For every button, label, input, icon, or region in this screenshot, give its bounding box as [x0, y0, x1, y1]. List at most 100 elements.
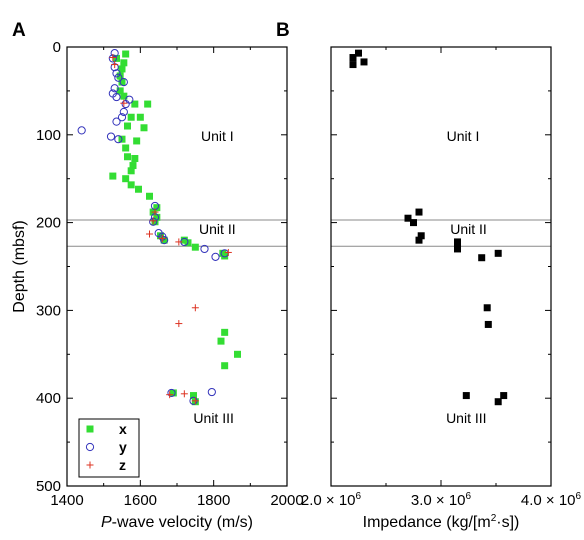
data-point-x	[136, 113, 144, 121]
x-tick-label: 3.0 × 106	[411, 491, 472, 509]
impedance-letter: B	[276, 20, 290, 41]
x-axis-title: P-wave velocity (m/s)	[101, 514, 253, 531]
data-point-x	[191, 243, 199, 251]
x-axis-title-rest: -wave velocity (m/s)	[112, 514, 253, 531]
x-tick-exponent: 6	[466, 491, 472, 502]
data-point-x	[122, 175, 130, 183]
data-point-impedance	[462, 392, 470, 400]
data-point-y	[211, 252, 220, 261]
plot-frame	[330, 46, 552, 487]
data-point-y	[117, 113, 127, 122]
data-point-x	[127, 181, 135, 189]
data-point-x	[221, 328, 229, 336]
data-point-y	[160, 236, 169, 245]
data-point-y	[112, 117, 121, 126]
data-point-x	[120, 59, 128, 67]
data-point-x	[118, 78, 126, 86]
data-point-x	[129, 162, 137, 170]
y-tick-label: 200	[36, 215, 61, 232]
data-point-x	[109, 172, 117, 180]
data-point-impedance	[349, 61, 357, 69]
data-point-impedance	[417, 232, 425, 240]
x-tick-label: 1400	[50, 492, 83, 509]
data-point-x	[127, 113, 135, 121]
y-tick-label: 0	[53, 39, 61, 56]
data-point-y	[110, 84, 119, 93]
data-point-z	[180, 390, 188, 398]
data-point-x	[135, 185, 142, 193]
data-point-x	[124, 153, 131, 161]
unit-label: Unit III	[193, 410, 233, 426]
data-point-impedance	[415, 236, 423, 244]
legend-marker-x	[86, 425, 94, 433]
data-point-x	[133, 137, 141, 145]
data-point-z	[109, 54, 117, 62]
data-point-z	[175, 238, 183, 246]
data-point-y	[119, 78, 128, 87]
data-point-impedance	[484, 320, 492, 328]
data-point-impedance	[494, 249, 502, 257]
data-point-z	[175, 320, 183, 328]
data-point-z	[120, 99, 128, 107]
x-tick-label: 2000	[270, 492, 303, 509]
data-point-x	[127, 167, 135, 175]
data-point-impedance	[355, 49, 362, 57]
data-point-impedance	[410, 219, 417, 227]
data-point-y	[106, 132, 116, 141]
data-point-y	[200, 244, 209, 254]
x-tick-exponent: 6	[576, 491, 582, 502]
data-point-x	[118, 65, 126, 73]
x-tick-mantissa: 4.0 × 10	[521, 492, 576, 509]
data-point-y	[207, 387, 216, 397]
data-point-x	[221, 252, 229, 260]
x-tick-label: 2.0 × 106	[301, 491, 362, 509]
y-axis-title: Depth (mbsf)	[11, 220, 28, 312]
unit-label: Unit II	[199, 221, 236, 237]
legend-label-x: x	[119, 421, 127, 437]
legend-label-z: z	[119, 457, 126, 473]
data-point-impedance	[415, 208, 423, 216]
x-axis-title-sup: 2	[491, 513, 497, 524]
data-point-impedance	[360, 58, 368, 66]
data-point-y	[112, 92, 121, 102]
data-point-y	[114, 73, 123, 82]
data-point-z	[166, 391, 174, 399]
data-point-x	[190, 392, 197, 400]
data-point-x	[124, 122, 131, 130]
x-axis-title-tail: ·s])	[496, 514, 519, 531]
data-point-y	[77, 126, 86, 135]
data-point-z	[191, 397, 199, 405]
data-point-impedance	[483, 304, 491, 312]
y-tick-label: 300	[36, 302, 61, 319]
data-point-y	[110, 49, 119, 58]
y-tick-label: 500	[36, 478, 61, 495]
x-tick-mantissa: 2.0 × 10	[301, 492, 356, 509]
data-point-z	[158, 234, 166, 242]
data-point-x	[180, 236, 188, 244]
data-point-x	[153, 204, 161, 212]
x-tick-label: 1600	[124, 492, 157, 509]
unit-label: Unit II	[450, 221, 487, 237]
data-point-y	[121, 99, 130, 109]
data-point-y	[167, 388, 176, 398]
data-point-z	[151, 208, 159, 216]
x-tick-mantissa: 3.0 × 10	[411, 492, 466, 509]
series-z	[109, 54, 232, 405]
data-point-impedance	[454, 238, 461, 246]
data-point-y	[125, 95, 134, 104]
x-tick-label: 1800	[197, 492, 230, 509]
data-point-x	[146, 192, 153, 200]
data-point-y	[112, 69, 121, 78]
data-point-y	[114, 135, 123, 144]
data-point-x	[169, 389, 177, 397]
legend-marker-z	[86, 461, 94, 469]
data-point-x	[144, 100, 152, 108]
data-point-x	[221, 362, 229, 370]
velocity-letter: A	[12, 20, 26, 41]
data-point-x	[122, 144, 130, 152]
data-point-z	[111, 61, 119, 69]
data-point-x	[140, 124, 148, 132]
